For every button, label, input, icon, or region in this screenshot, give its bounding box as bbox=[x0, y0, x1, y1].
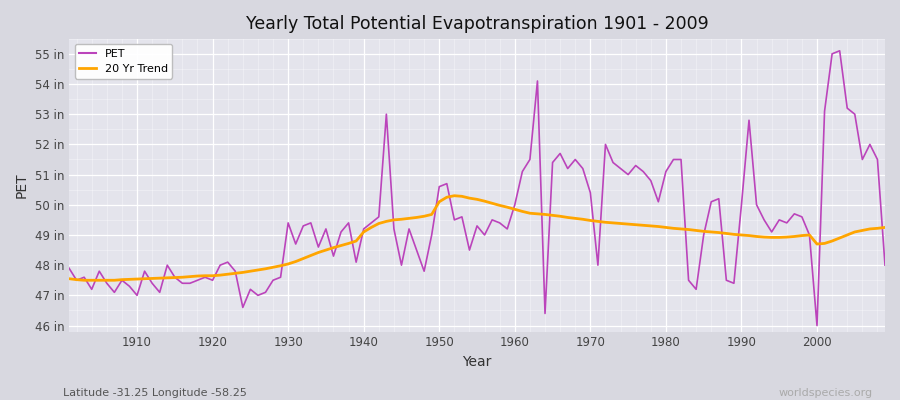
PET bbox=[509, 202, 520, 207]
20 Yr Trend bbox=[343, 241, 354, 246]
PET bbox=[600, 142, 611, 147]
Text: worldspecies.org: worldspecies.org bbox=[778, 388, 873, 398]
20 Yr Trend bbox=[79, 278, 90, 283]
20 Yr Trend bbox=[64, 276, 75, 281]
PET bbox=[812, 323, 823, 328]
20 Yr Trend bbox=[616, 221, 626, 226]
20 Yr Trend bbox=[525, 211, 535, 216]
PET bbox=[834, 48, 845, 53]
Legend: PET, 20 Yr Trend: PET, 20 Yr Trend bbox=[75, 44, 172, 79]
20 Yr Trend bbox=[517, 209, 527, 214]
Text: Latitude -31.25 Longitude -58.25: Latitude -31.25 Longitude -58.25 bbox=[63, 388, 247, 398]
Title: Yearly Total Potential Evapotranspiration 1901 - 2009: Yearly Total Potential Evapotranspiratio… bbox=[246, 15, 708, 33]
20 Yr Trend bbox=[131, 277, 142, 282]
20 Yr Trend bbox=[449, 193, 460, 198]
PET bbox=[502, 226, 513, 231]
Line: 20 Yr Trend: 20 Yr Trend bbox=[69, 196, 885, 280]
PET bbox=[291, 242, 302, 246]
PET bbox=[336, 230, 346, 234]
PET bbox=[879, 263, 890, 268]
20 Yr Trend bbox=[298, 256, 309, 261]
X-axis label: Year: Year bbox=[463, 355, 491, 369]
PET bbox=[64, 266, 75, 270]
PET bbox=[124, 284, 135, 289]
Y-axis label: PET: PET bbox=[15, 172, 29, 198]
Line: PET: PET bbox=[69, 51, 885, 326]
20 Yr Trend bbox=[879, 225, 890, 230]
